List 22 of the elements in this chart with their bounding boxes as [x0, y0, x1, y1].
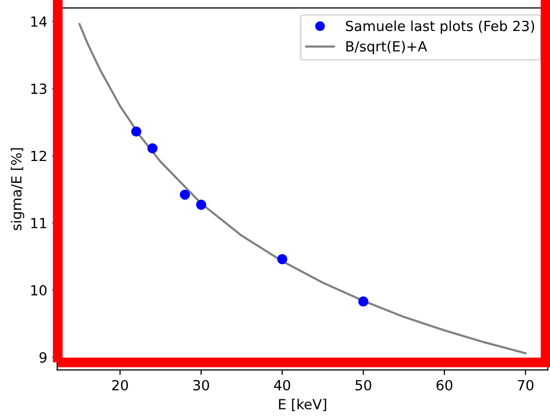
point — [358, 296, 368, 307]
x-tick-label: 50 — [356, 380, 372, 390]
point — [147, 143, 158, 154]
y-tick-label: 10 — [31, 285, 47, 296]
x-tick-label: 70 — [518, 380, 534, 390]
point — [277, 254, 288, 264]
point — [180, 190, 190, 200]
x-tick-label: 30 — [193, 380, 210, 390]
y-tick-label: 12 — [31, 150, 46, 161]
y-tick-label: 13 — [31, 84, 46, 94]
x-axis-title: E [keV] — [279, 398, 326, 412]
y-tick-label: 14 — [31, 16, 47, 27]
point — [196, 200, 206, 210]
point — [131, 126, 142, 137]
y-tick-label: 9 — [40, 352, 46, 363]
x-tick-label: 60 — [436, 380, 452, 390]
y-axis-title: sigma/E [%] — [10, 148, 24, 230]
x-tick-label: 20 — [112, 380, 128, 390]
legend-label: B/sqrt(E)+A — [346, 40, 428, 54]
legend-label: Samuele last plots (Feb 23) — [346, 20, 534, 34]
x-tick-label: 40 — [274, 380, 290, 390]
y-tick-label: 11 — [31, 218, 46, 228]
